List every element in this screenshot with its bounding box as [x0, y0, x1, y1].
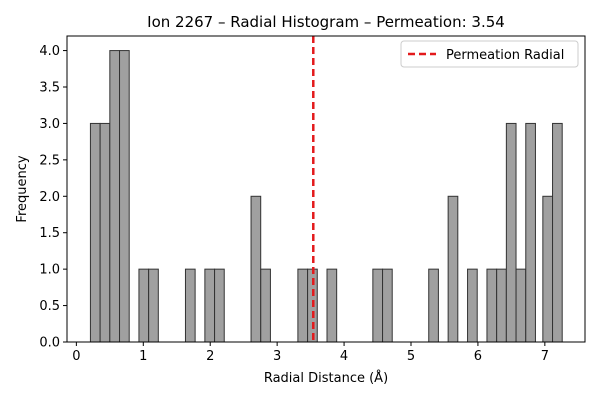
y-axis-ticks: 0.0 0.5 1.0 1.5 2.0 2.5 3.0 3.5 4.0 [39, 44, 67, 351]
x-tick-label: 4 [340, 349, 348, 364]
histogram-bar [486, 268, 498, 343]
histogram-bar [447, 195, 459, 343]
x-tick-label: 3 [273, 349, 281, 364]
histogram-bar [250, 195, 262, 343]
chart-title: Ion 2267 – Radial Histogram – Permeation… [147, 13, 505, 31]
x-tick-label: 2 [206, 349, 214, 364]
histogram-bar [184, 268, 196, 343]
histogram-bar [260, 268, 271, 343]
histogram-bar [525, 122, 536, 343]
plot-frame [66, 35, 586, 343]
histogram-bar [148, 268, 159, 343]
legend-box [400, 40, 579, 68]
histogram-bar [326, 268, 338, 343]
y-tick-label: 1.5 [39, 226, 60, 241]
histogram-bar [496, 268, 507, 343]
y-tick-label: 0.5 [39, 299, 60, 314]
histogram-bar [204, 268, 216, 343]
x-axis-label: Radial Distance (Å) [264, 370, 388, 386]
histogram-bar [542, 195, 554, 343]
x-tick-label: 0 [72, 349, 80, 364]
x-tick-label: 5 [407, 349, 415, 364]
histogram-bar [428, 268, 439, 343]
x-tick-label: 1 [139, 349, 147, 364]
histogram-bar [515, 268, 527, 343]
histogram-bar [372, 268, 384, 343]
y-tick-label: 2.0 [39, 190, 60, 205]
histogram-bar [505, 122, 517, 343]
y-tick-label: 2.5 [39, 153, 60, 168]
y-axis-label: Frequency [15, 155, 30, 222]
legend-entry-permeation-radial: Permeation Radial [446, 48, 564, 63]
histogram-bar [552, 122, 563, 343]
x-tick-label: 6 [474, 349, 482, 364]
histogram-bar [297, 268, 309, 343]
y-tick-label: 3.0 [39, 117, 60, 132]
histogram-bar [138, 268, 150, 343]
histogram-bar [119, 50, 130, 343]
y-tick-label: 1.0 [39, 263, 60, 278]
y-tick-label: 4.0 [39, 44, 60, 59]
x-tick-label: 7 [541, 349, 549, 364]
y-tick-label: 0.0 [39, 336, 60, 351]
histogram-bar [467, 268, 478, 343]
histogram-bar [89, 122, 101, 343]
histogram-bar [109, 50, 121, 343]
legend: Permeation Radial [400, 40, 579, 68]
x-axis-ticks: 0 1 2 3 4 5 6 7 [72, 342, 549, 364]
histogram-bar [214, 268, 225, 343]
histogram-bar [99, 122, 111, 343]
histogram-bar [382, 268, 393, 343]
bars-group [89, 50, 563, 343]
y-tick-label: 3.5 [39, 81, 60, 96]
